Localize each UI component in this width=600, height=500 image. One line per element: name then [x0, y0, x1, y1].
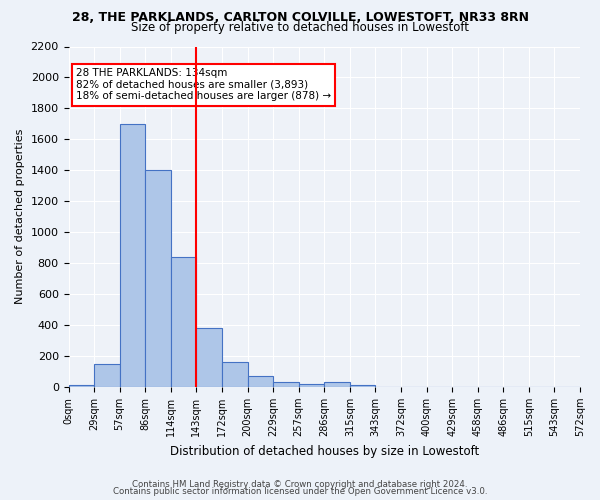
Text: 28, THE PARKLANDS, CARLTON COLVILLE, LOWESTOFT, NR33 8RN: 28, THE PARKLANDS, CARLTON COLVILLE, LOW… [71, 11, 529, 24]
Text: Contains public sector information licensed under the Open Government Licence v3: Contains public sector information licen… [113, 487, 487, 496]
Bar [299, 384, 324, 387]
Bar [94, 364, 119, 387]
Bar [248, 376, 273, 387]
Bar [171, 257, 196, 387]
Text: 28 THE PARKLANDS: 134sqm
82% of detached houses are smaller (3,893)
18% of semi-: 28 THE PARKLANDS: 134sqm 82% of detached… [76, 68, 331, 102]
Bar [222, 362, 248, 387]
Bar [324, 382, 350, 387]
Text: Size of property relative to detached houses in Lowestoft: Size of property relative to detached ho… [131, 22, 469, 35]
Bar [145, 170, 171, 387]
X-axis label: Distribution of detached houses by size in Lowestoft: Distribution of detached houses by size … [170, 444, 479, 458]
Bar [196, 328, 222, 387]
Bar [68, 386, 94, 387]
Y-axis label: Number of detached properties: Number of detached properties [15, 129, 25, 304]
Bar [119, 124, 145, 387]
Bar [350, 384, 376, 387]
Text: Contains HM Land Registry data © Crown copyright and database right 2024.: Contains HM Land Registry data © Crown c… [132, 480, 468, 489]
Bar [273, 382, 299, 387]
